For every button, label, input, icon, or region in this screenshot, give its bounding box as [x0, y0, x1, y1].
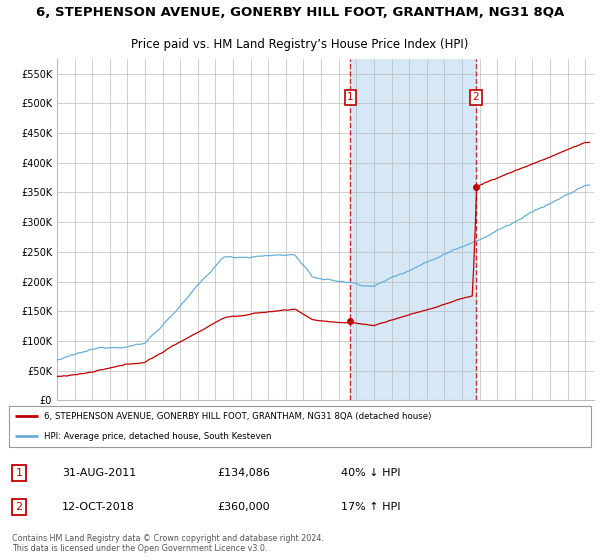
Text: HPI: Average price, detached house, South Kesteven: HPI: Average price, detached house, Sout…: [44, 432, 272, 441]
Text: Price paid vs. HM Land Registry’s House Price Index (HPI): Price paid vs. HM Land Registry’s House …: [131, 38, 469, 50]
Text: 17% ↑ HPI: 17% ↑ HPI: [341, 502, 401, 512]
Text: 40% ↓ HPI: 40% ↓ HPI: [341, 468, 401, 478]
Text: 6, STEPHENSON AVENUE, GONERBY HILL FOOT, GRANTHAM, NG31 8QA (detached house): 6, STEPHENSON AVENUE, GONERBY HILL FOOT,…: [44, 412, 431, 421]
Text: 12-OCT-2018: 12-OCT-2018: [62, 502, 135, 512]
Text: 2: 2: [473, 92, 479, 102]
FancyBboxPatch shape: [9, 405, 591, 447]
Text: 1: 1: [16, 468, 22, 478]
Text: 31-AUG-2011: 31-AUG-2011: [62, 468, 136, 478]
Text: 6, STEPHENSON AVENUE, GONERBY HILL FOOT, GRANTHAM, NG31 8QA: 6, STEPHENSON AVENUE, GONERBY HILL FOOT,…: [36, 6, 564, 20]
Text: 2: 2: [16, 502, 22, 512]
Text: 1: 1: [347, 92, 354, 102]
Text: £134,086: £134,086: [218, 468, 271, 478]
Bar: [350, 59, 476, 400]
Text: £360,000: £360,000: [218, 502, 271, 512]
Text: Contains HM Land Registry data © Crown copyright and database right 2024.
This d: Contains HM Land Registry data © Crown c…: [12, 534, 324, 553]
